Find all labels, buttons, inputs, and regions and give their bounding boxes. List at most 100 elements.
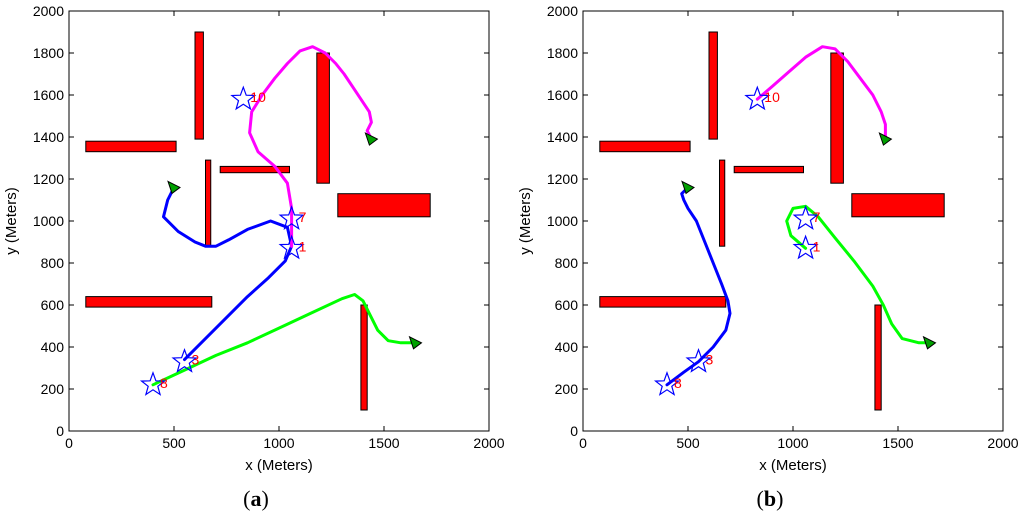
panel-a-ytick-label-1800: 1800 xyxy=(33,45,64,61)
panel-b-star-1 xyxy=(792,234,819,260)
panel-b-goal-marker-2 xyxy=(681,180,695,195)
panel-b-star-label-1: 1 xyxy=(813,238,821,254)
panel-a-obstacle-6 xyxy=(337,193,431,218)
panel-b-star-7 xyxy=(792,205,819,230)
panel-a-ytick-label-800: 800 xyxy=(41,255,65,271)
panel-a-xtick-label-1000: 1000 xyxy=(263,435,294,451)
panel-b-obstacle-8 xyxy=(874,304,882,411)
panel-a-ytick-label-200: 200 xyxy=(41,381,65,397)
panel-b-star-3 xyxy=(685,347,712,373)
panel-a-xtick-label-500: 500 xyxy=(162,435,186,451)
panel-a-star-7 xyxy=(278,205,305,230)
panel-b-x-axis: 0 500 1000 1500 2000 xyxy=(579,11,1019,451)
panel-b-path-green xyxy=(785,204,931,345)
panel-a-obstacle-3 xyxy=(85,140,177,153)
panel-b-star-label-7: 7 xyxy=(813,209,821,225)
panel-a-star-label-10: 10 xyxy=(250,89,266,105)
panel-b-path-blue xyxy=(665,185,732,387)
panel-a-obstacle-2 xyxy=(316,52,330,184)
panel-b-obstacle-3 xyxy=(599,140,691,153)
panel-b-stars: 10 7 1 3 8 xyxy=(653,85,821,396)
panel-b-star-label-10: 10 xyxy=(764,89,780,105)
panel-a-xtick-label-2000: 2000 xyxy=(473,435,504,451)
panel-a-obstacle-5 xyxy=(205,159,212,247)
panel-b: 0 500 1000 1500 2000 0 200 400 600 800 1000 1200 14… xyxy=(517,3,1019,511)
panel-b-obstacle-2 xyxy=(830,52,844,184)
panel-b-goal-marker-1 xyxy=(922,335,937,350)
panel-a-stars: 10 7 1 3 8 xyxy=(139,85,307,396)
panel-b-star-8 xyxy=(653,371,681,396)
panel-a-ytick-label-1000: 1000 xyxy=(33,213,64,229)
panel-a-ytick-label-600: 600 xyxy=(41,297,65,313)
panel-a-star-label-1: 1 xyxy=(299,238,307,254)
panel-b-ytick-label-1800: 1800 xyxy=(547,45,578,61)
panel-a-star-label-7: 7 xyxy=(299,209,307,225)
panel-a-star-3 xyxy=(171,347,198,373)
panel-b-plot-area xyxy=(582,10,1004,432)
panel-a-path-green xyxy=(151,293,417,387)
panel-a-star-label-3: 3 xyxy=(192,352,200,368)
panel-b-path-magenta xyxy=(755,45,887,141)
panel-b-ytick-label-600: 600 xyxy=(555,297,579,313)
panel-a-plot-area xyxy=(68,10,490,432)
panel-a-ytick-label-1600: 1600 xyxy=(33,87,64,103)
panel-a-ytick-label-0: 0 xyxy=(56,423,64,439)
panel-b-ytick-label-1600: 1600 xyxy=(547,87,578,103)
panel-a-ylabel: y (Meters) xyxy=(3,187,20,255)
panel-a-star-8 xyxy=(139,371,167,396)
panel-a-obstacle-4 xyxy=(219,165,290,174)
panel-a-obstacles xyxy=(85,31,431,411)
panel-a-xlabel: x (Meters) xyxy=(245,457,313,474)
panel-a-ytick-label-1200: 1200 xyxy=(33,171,64,187)
panel-b-star-label-3: 3 xyxy=(706,352,714,368)
panel-b-ytick-label-200: 200 xyxy=(555,381,579,397)
panel-b-y-axis: 0 200 400 600 800 1000 1200 1400 1600 1800 2000 xyxy=(547,3,1003,439)
panel-a-obstacle-8 xyxy=(360,304,368,411)
panel-a-ytick-label-400: 400 xyxy=(41,339,65,355)
panel-b-goal-marker-3 xyxy=(878,132,893,146)
panel-b-ytick-label-2000: 2000 xyxy=(547,3,578,19)
panel-a-x-axis: 0 500 1000 1500 2000 xyxy=(65,11,505,451)
panel-b-ytick-label-1000: 1000 xyxy=(547,213,578,229)
panel-b-obstacle-6 xyxy=(851,193,945,218)
panel-b-xtick-label-0: 0 xyxy=(579,435,587,451)
panel-a-y-axis: 0 200 400 600 800 1000 1200 1400 1600 1800 2000 xyxy=(33,3,489,439)
panel-b-obstacles xyxy=(599,31,945,411)
panel-a-goal-marker-1 xyxy=(408,335,423,350)
panel-b-xtick-label-1500: 1500 xyxy=(882,435,913,451)
panel-a-star-label-8: 8 xyxy=(160,375,168,391)
panel-a-ytick-label-2000: 2000 xyxy=(33,3,64,19)
panel-a-ytick-label-1400: 1400 xyxy=(33,129,64,145)
panel-a-paths xyxy=(151,45,417,387)
panel-b-obstacle-5 xyxy=(719,159,726,247)
panel-b-goals xyxy=(681,132,937,350)
panel-a: 0 500 1000 1500 2000 0 200 400 600 800 1000 1200 14… xyxy=(3,3,505,511)
panel-b-caption: (b) xyxy=(757,486,784,511)
panel-b-ytick-label-800: 800 xyxy=(555,255,579,271)
panel-a-star-10 xyxy=(230,85,257,111)
panel-b-star-label-8: 8 xyxy=(674,375,682,391)
panel-b-ytick-label-1200: 1200 xyxy=(547,171,578,187)
panel-a-goal-marker-3 xyxy=(364,132,379,146)
panel-a-star-1 xyxy=(278,234,305,260)
panel-b-xlabel: x (Meters) xyxy=(759,457,827,474)
panel-a-path-blue xyxy=(162,185,294,362)
panel-b-obstacle-4 xyxy=(733,165,805,174)
panel-b-ytick-label-1400: 1400 xyxy=(547,129,578,145)
panel-a-caption: (a) xyxy=(243,486,269,511)
panel-b-xtick-label-500: 500 xyxy=(676,435,700,451)
panel-b-star-10 xyxy=(744,85,771,111)
panel-a-goals xyxy=(167,132,423,350)
panel-b-obstacle-1 xyxy=(708,31,718,140)
panel-b-ylabel: y (Meters) xyxy=(517,187,534,255)
panel-a-obstacle-7 xyxy=(85,296,213,308)
panel-a-goal-marker-2 xyxy=(167,180,181,195)
panel-b-obstacle-7 xyxy=(599,296,727,308)
panel-a-obstacle-1 xyxy=(194,31,204,140)
panel-a-path-magenta xyxy=(248,45,373,248)
panel-b-paths xyxy=(665,45,931,387)
panel-a-xtick-label-1500: 1500 xyxy=(368,435,399,451)
panel-a-xtick-label-0: 0 xyxy=(65,435,73,451)
panel-b-xtick-label-1000: 1000 xyxy=(777,435,808,451)
